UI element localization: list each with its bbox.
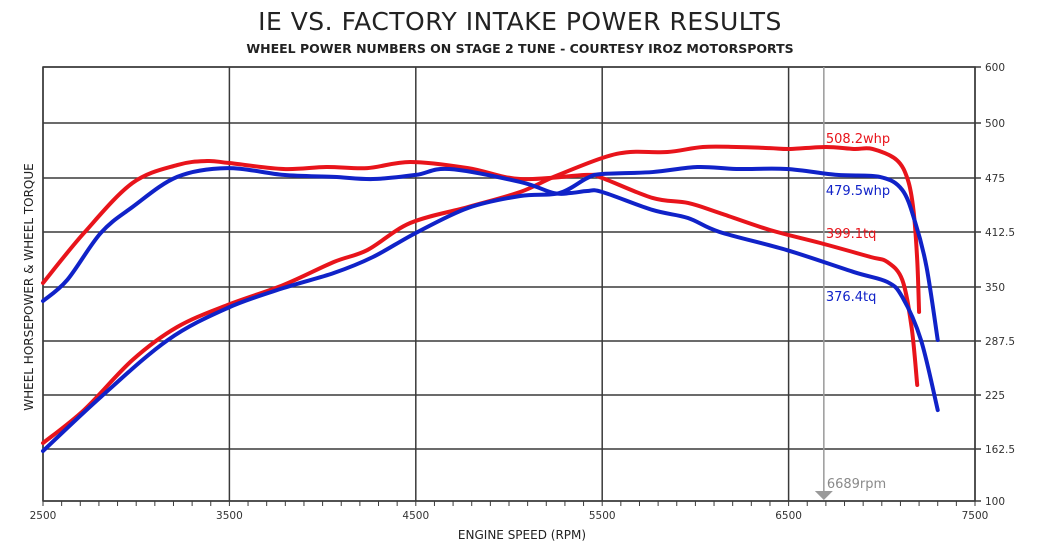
annotation-label: 399.1tq bbox=[826, 227, 877, 242]
x-tick-label: 3500 bbox=[216, 510, 243, 522]
x-axis-label: ENGINE SPEED (RPM) bbox=[458, 528, 586, 542]
annotation-label: 508.2whp bbox=[826, 132, 890, 147]
y-tick-label: 287.5 bbox=[985, 336, 1015, 348]
series-lines bbox=[41, 144, 940, 453]
annotations: 508.2whp 479.5whp 399.1tq 376.4tq bbox=[826, 132, 890, 305]
chart-subtitle: WHEEL POWER NUMBERS ON STAGE 2 TUNE - CO… bbox=[246, 41, 793, 56]
y-tick-label: 600 bbox=[985, 62, 1005, 74]
x-tick-label: 7500 bbox=[962, 510, 989, 522]
y-tick-label: 500 bbox=[985, 118, 1005, 130]
x-tick-label: 6500 bbox=[775, 510, 802, 522]
y-tick-label: 412.5 bbox=[985, 227, 1015, 239]
y-tick-label: 100 bbox=[985, 496, 1005, 508]
y-axis-label: WHEEL HORSEPOWER & WHEEL TORQUE bbox=[22, 163, 36, 411]
x-tick-label: 4500 bbox=[402, 510, 429, 522]
annotation-label: 479.5whp bbox=[826, 184, 890, 199]
grid: 600 500 475 412.5 350 287.5 225 162.5 100 2500 350… bbox=[30, 62, 1015, 522]
annotation-label: 376.4tq bbox=[826, 290, 877, 305]
y-tick-label: 475 bbox=[985, 173, 1005, 185]
x-tick-label: 5500 bbox=[589, 510, 616, 522]
y-tick-label: 162.5 bbox=[985, 444, 1015, 456]
y-tick-label: 350 bbox=[985, 282, 1005, 294]
chart-title: IE VS. FACTORY INTAKE POWER RESULTS bbox=[258, 7, 782, 36]
y-tick-label: 225 bbox=[985, 390, 1005, 402]
series-line-ie_hp bbox=[41, 144, 922, 446]
cursor-arrow-icon bbox=[814, 491, 833, 500]
cursor-label: 6689rpm bbox=[827, 477, 886, 492]
series-line-ie_torque bbox=[41, 158, 920, 387]
series-line-factory_torque bbox=[41, 166, 940, 413]
x-tick-label: 2500 bbox=[30, 510, 57, 522]
rpm-cursor: 6689rpm bbox=[814, 67, 886, 500]
series-line-factory_hp bbox=[41, 164, 940, 453]
